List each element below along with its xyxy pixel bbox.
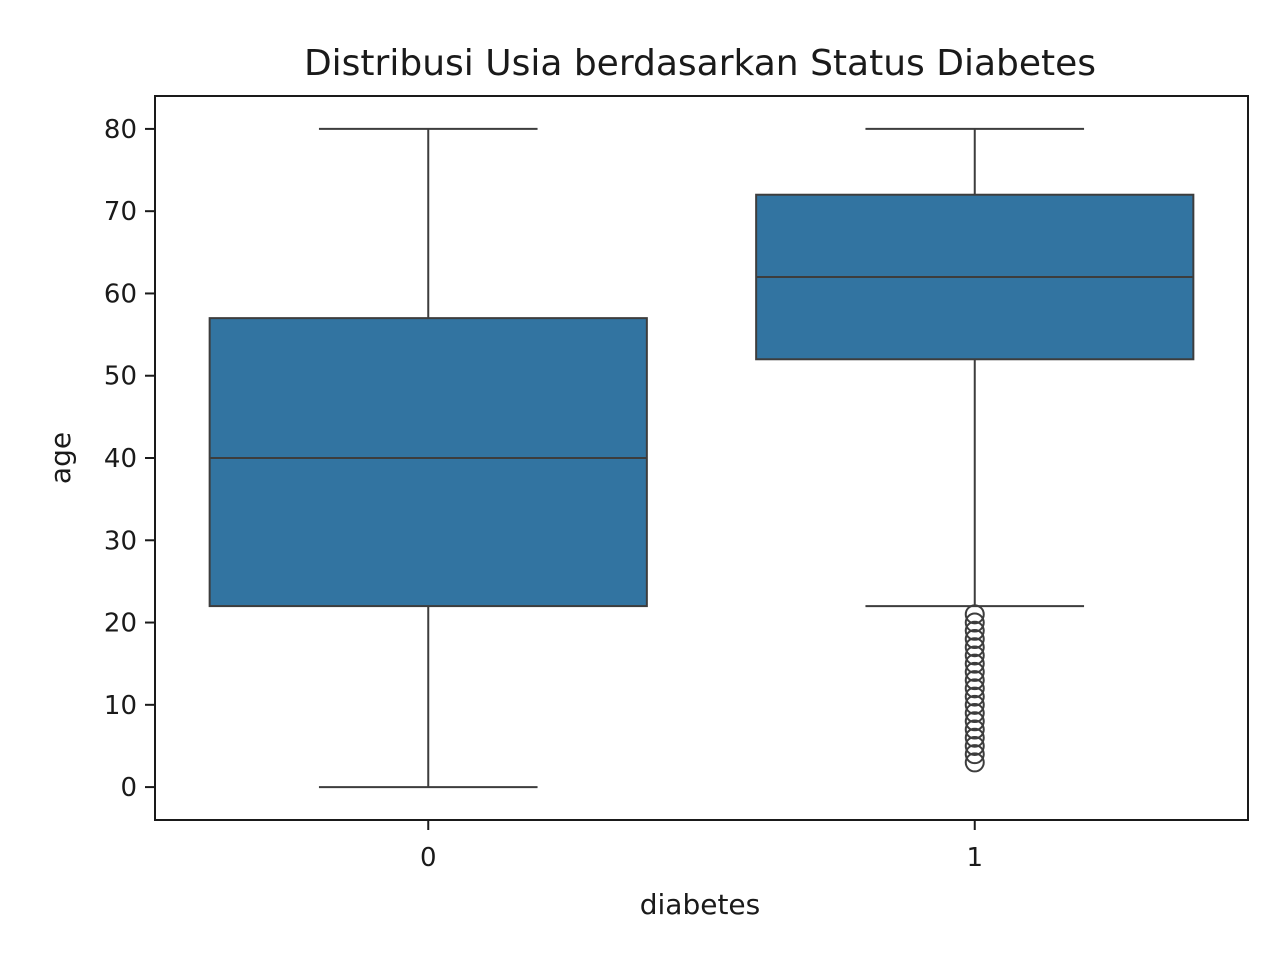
x-tick-label: 1 [966,843,983,873]
outlier-point [964,711,985,732]
outlier-point [964,653,985,674]
outlier-point [964,703,985,724]
outlier-point [964,735,985,756]
outlier-point [964,678,985,699]
outlier-point [964,604,985,625]
y-tick-label: 50 [104,362,137,392]
y-tick-label: 10 [104,691,137,721]
outlier-point [964,612,985,633]
outlier-point [964,727,985,748]
outlier-point [964,752,985,773]
x-axis-label: diabetes [640,888,761,921]
outlier-point [964,645,985,666]
outlier-point [964,686,985,707]
outlier-point [964,637,985,658]
y-tick-label: 0 [120,773,137,803]
outlier-point [964,629,985,649]
box-series [208,127,1195,789]
box-group-1 [755,127,1195,773]
outlier-point [964,694,985,715]
x-tick-label: 0 [420,843,437,873]
outlier-point [964,620,985,641]
y-tick-label: 80 [104,115,137,145]
chart-title: Distribusi Usia berdasarkan Status Diabe… [304,43,1096,84]
y-tick-label: 30 [104,526,137,556]
y-axis: 0 10 20 30 40 50 60 70 80 [104,115,155,803]
y-axis-label: age [44,432,77,484]
outlier-point [964,670,985,691]
outlier-point [964,744,985,765]
y-tick-label: 60 [104,279,137,309]
outlier-point [964,719,985,740]
y-tick-label: 40 [104,444,137,474]
box-group-0 [208,127,648,789]
y-tick-label: 20 [104,609,137,639]
y-tick-label: 70 [104,197,137,227]
outlier-point [964,661,985,682]
iqr-box [208,317,648,608]
